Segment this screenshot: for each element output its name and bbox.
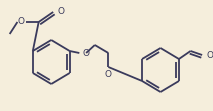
- Text: O: O: [105, 70, 112, 79]
- Text: O: O: [18, 18, 25, 27]
- Text: O: O: [206, 51, 213, 59]
- Text: O: O: [57, 7, 64, 16]
- Text: O: O: [82, 49, 89, 57]
